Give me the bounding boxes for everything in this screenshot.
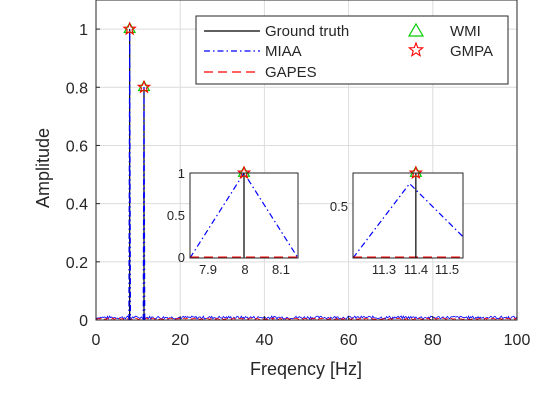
gmpa-marker xyxy=(122,21,137,36)
noise-floor xyxy=(95,314,518,321)
legend-label-ground-truth: Ground truth xyxy=(265,23,349,40)
gapes-noise-line xyxy=(95,317,518,321)
x-tick-label: 20 xyxy=(171,332,189,349)
inset-wmi-marker xyxy=(409,165,423,177)
inset-1-ytick-label: 0.5 xyxy=(167,208,185,223)
legend-swatch-gmpa xyxy=(407,41,425,57)
y-tick-label: 0.4 xyxy=(66,197,88,214)
inset-wmi-marker xyxy=(237,165,251,177)
legend-label-gmpa: GMPA xyxy=(450,43,493,60)
inset-2-frame xyxy=(352,172,464,259)
x-tick-label: 0 xyxy=(92,332,101,349)
inset-1-ytick-label: 1 xyxy=(178,166,185,181)
legend-label-wmi: WMI xyxy=(450,23,481,40)
x-tick-label: 60 xyxy=(340,332,358,349)
gmpa-marker xyxy=(136,79,152,94)
inset-1-frame xyxy=(189,172,299,259)
inset-2-ytick-label: 0.5 xyxy=(330,199,348,214)
y-axis-label: Amplitude xyxy=(33,128,53,208)
inset-gmpa-marker xyxy=(408,165,424,180)
legend-swatch-wmi xyxy=(407,22,425,37)
axes-frame xyxy=(95,0,518,321)
inset-zoom-peak-2: 0.5 11.3 11.4 11.5 xyxy=(330,165,464,277)
legend-label-miaa: MIAA xyxy=(265,43,302,60)
markers xyxy=(122,21,152,94)
inset-1-xtick-label: 7.9 xyxy=(199,262,217,277)
inset-miaa-line xyxy=(352,182,464,259)
y-tick-label: 0.2 xyxy=(66,255,88,272)
inset-1-xtick-label: 8.1 xyxy=(272,262,290,277)
inset-1-xtick-label: 8 xyxy=(241,262,248,277)
inset-1-ytick-label: 0 xyxy=(178,250,185,265)
inset-gmpa-marker xyxy=(236,165,252,180)
x-tick-label: 100 xyxy=(504,332,531,349)
y-tick-label: 0.8 xyxy=(66,80,88,97)
y-ticks: 0 0.2 0.4 0.6 0.8 1 xyxy=(66,22,100,330)
x-tick-label: 80 xyxy=(424,332,442,349)
x-axis-label: Freqency [Hz] xyxy=(250,359,362,379)
inset-miaa-line xyxy=(189,171,299,259)
y-tick-label: 0.6 xyxy=(66,138,88,155)
y-tick-label: 1 xyxy=(79,22,88,39)
legend-box xyxy=(195,15,509,85)
miaa-peak xyxy=(128,29,132,321)
legend: Ground truth MIAA GAPES WMI GMPA xyxy=(195,15,509,85)
x-tick-label: 40 xyxy=(256,332,274,349)
miaa-peak xyxy=(142,87,146,321)
inset-2-xtick-label: 11.5 xyxy=(435,262,459,277)
inset-zoom-peak-1: 1 0.5 0 7.9 8 8.1 xyxy=(167,165,299,277)
inset-2-background xyxy=(353,173,463,258)
wmi-marker xyxy=(123,21,137,33)
x-ticks: 0 20 40 60 80 100 xyxy=(92,316,531,349)
inset-2-xtick-label: 11.3 xyxy=(372,262,396,277)
inset-2-xtick-label: 11.4 xyxy=(404,262,428,277)
wmi-marker xyxy=(137,80,151,92)
y-tick-label: 0 xyxy=(79,313,88,330)
legend-label-gapes: GAPES xyxy=(265,64,317,81)
